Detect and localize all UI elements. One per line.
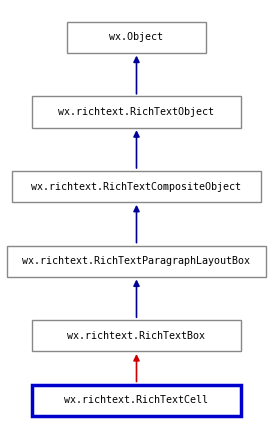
Text: wx.richtext.RichTextCompositeObject: wx.richtext.RichTextCompositeObject bbox=[31, 181, 242, 192]
Text: wx.richtext.RichTextCell: wx.richtext.RichTextCell bbox=[64, 395, 209, 405]
FancyBboxPatch shape bbox=[7, 246, 266, 277]
FancyBboxPatch shape bbox=[32, 385, 241, 416]
FancyBboxPatch shape bbox=[12, 171, 261, 202]
Text: wx.richtext.RichTextBox: wx.richtext.RichTextBox bbox=[67, 331, 206, 341]
Text: wx.Object: wx.Object bbox=[109, 33, 164, 42]
FancyBboxPatch shape bbox=[67, 22, 206, 53]
FancyBboxPatch shape bbox=[32, 96, 241, 128]
Text: wx.richtext.RichTextObject: wx.richtext.RichTextObject bbox=[58, 107, 215, 117]
Text: wx.richtext.RichTextParagraphLayoutBox: wx.richtext.RichTextParagraphLayoutBox bbox=[22, 256, 251, 266]
FancyBboxPatch shape bbox=[32, 320, 241, 352]
